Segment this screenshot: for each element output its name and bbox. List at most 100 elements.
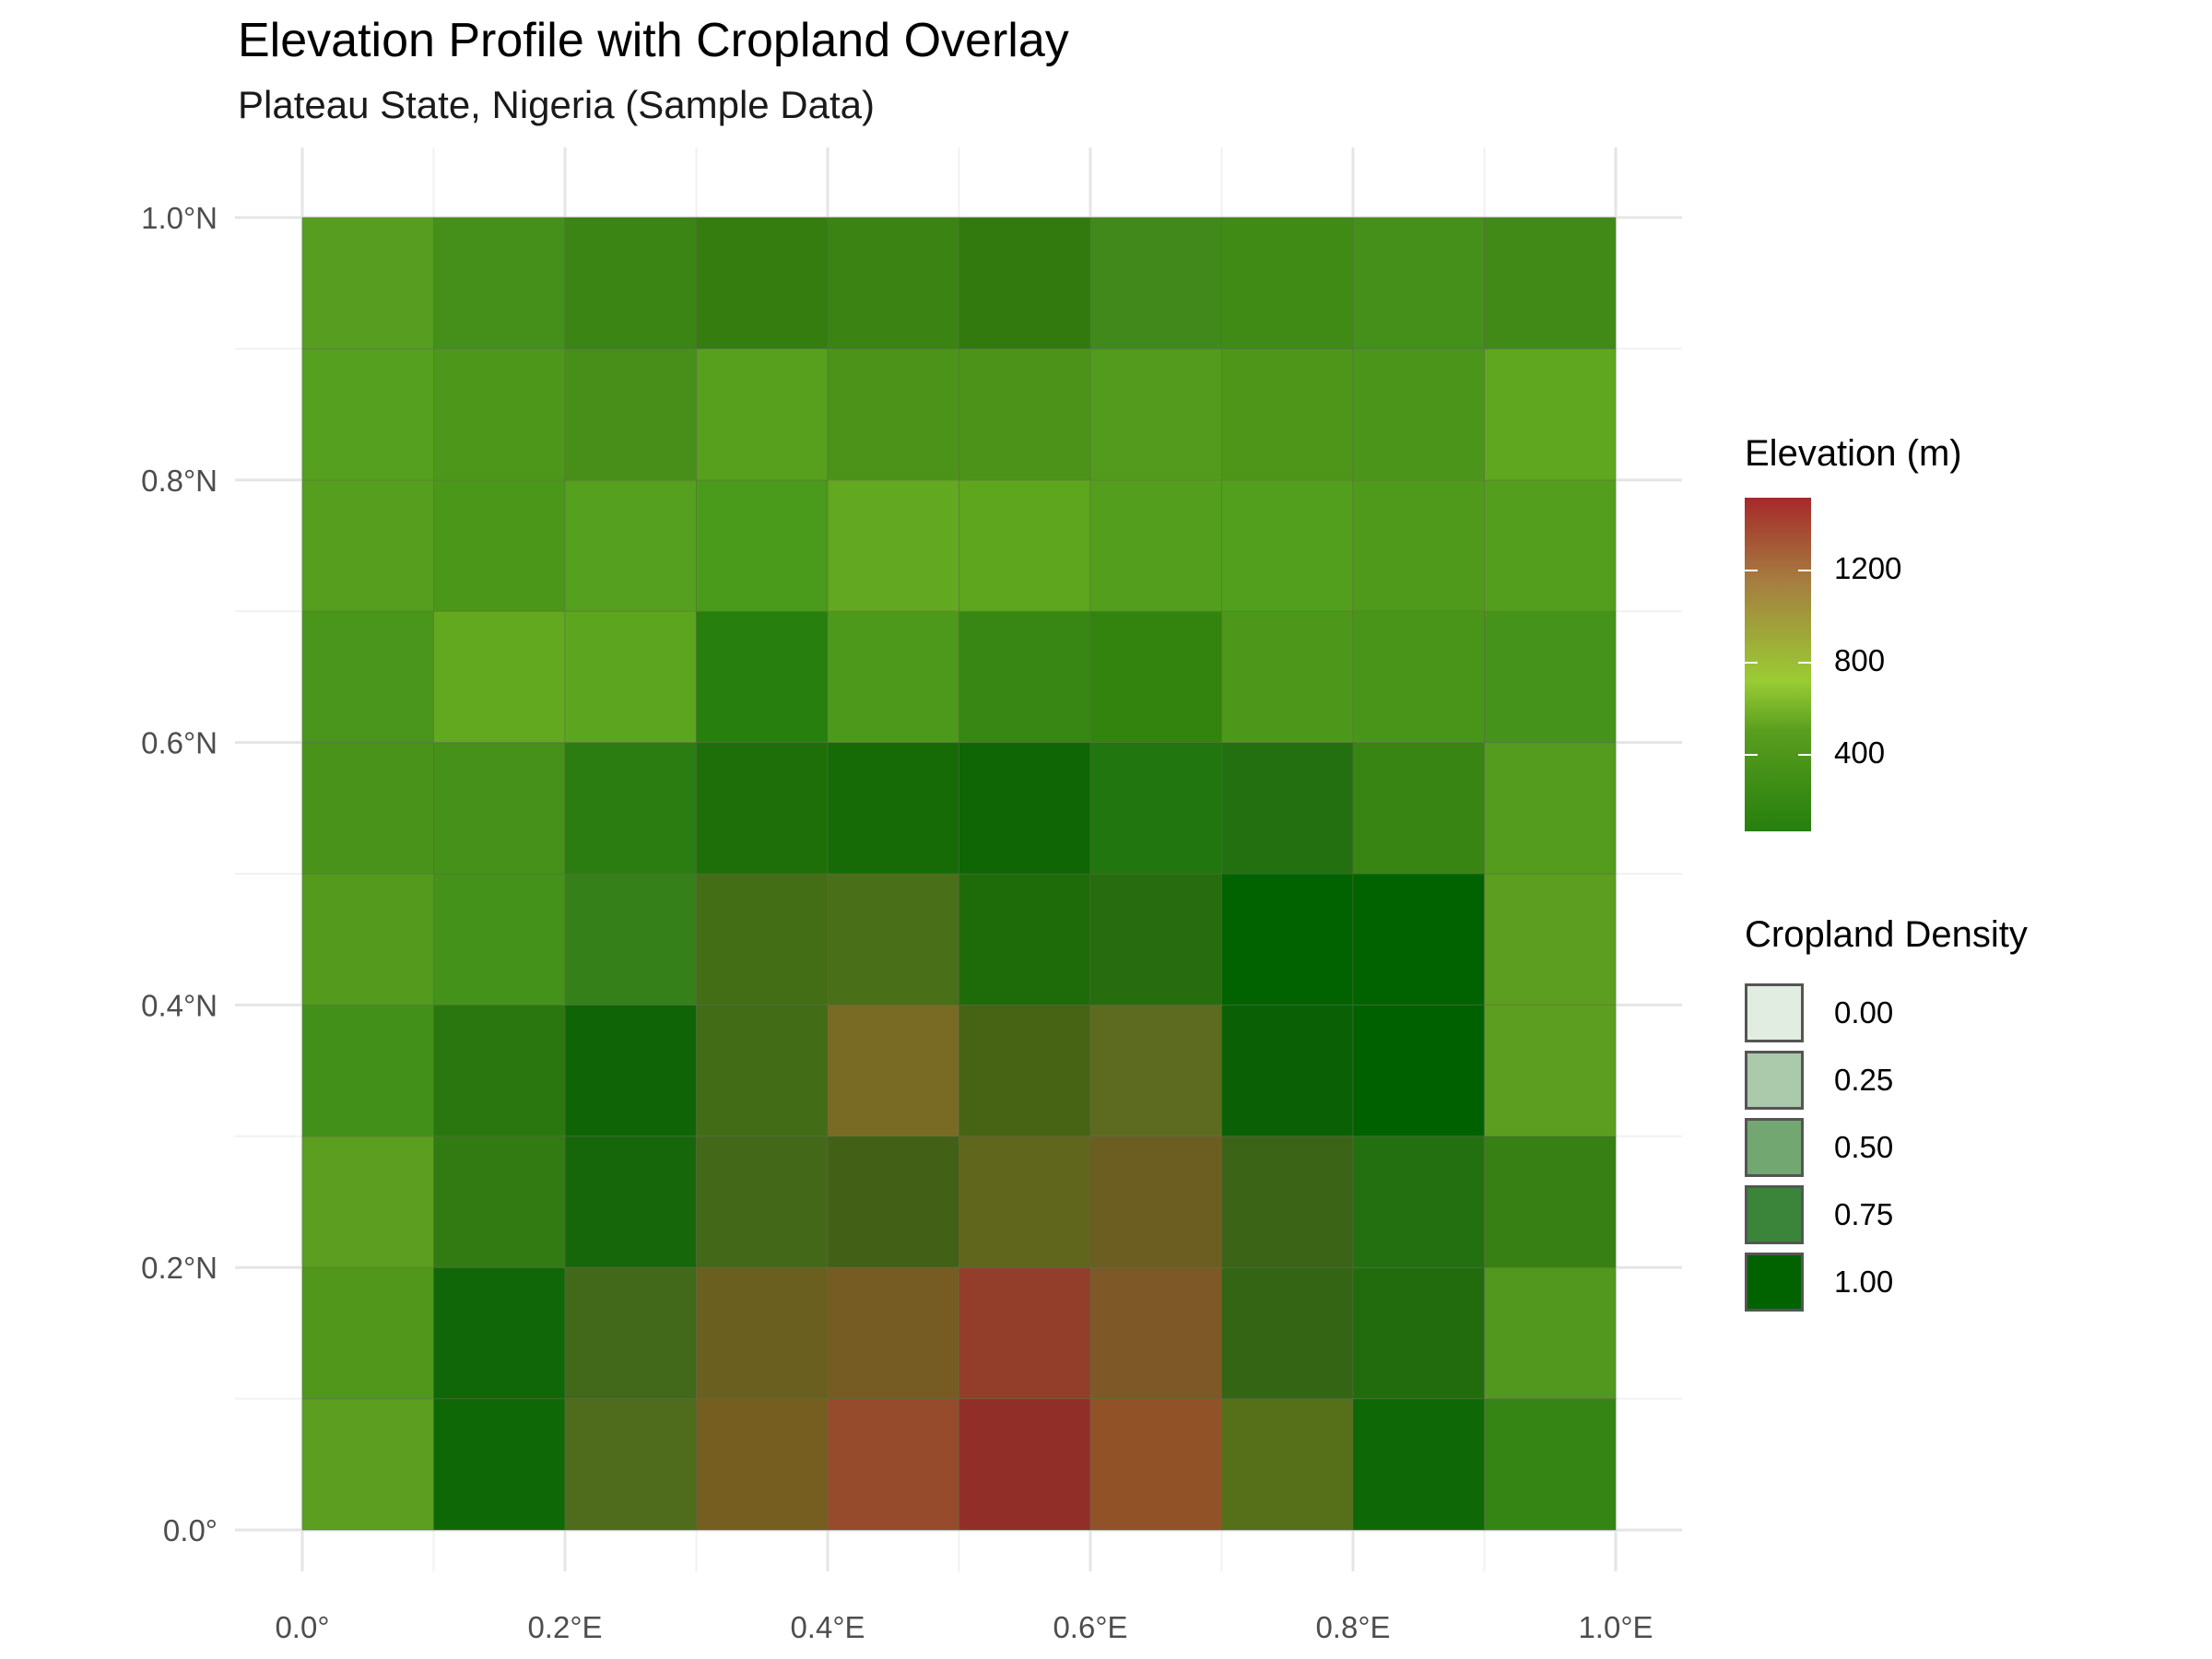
heatmap-cell [1089, 347, 1222, 481]
heatmap-cell [433, 610, 566, 744]
heatmap-cell [564, 1398, 697, 1531]
heatmap-cell [1221, 1398, 1354, 1531]
heatmap-cell [1089, 1266, 1222, 1400]
elevation-colorbar-tick [1798, 570, 1811, 571]
heatmap-cell [301, 742, 434, 875]
heatmap-cell [827, 873, 959, 1006]
heatmap-cell [1352, 1266, 1485, 1400]
heatmap-cell [564, 1135, 697, 1268]
heatmap-cell [564, 742, 697, 875]
heatmap-cell [827, 1398, 959, 1531]
chart-title: Elevation Profile with Cropland Overlay [238, 14, 1069, 67]
heatmap-cell [827, 1135, 959, 1268]
heatmap-cell [1484, 217, 1617, 349]
heatmap-cell [564, 1004, 697, 1137]
elevation-colorbar-tick [1745, 754, 1758, 756]
heatmap-cell [1089, 742, 1222, 875]
heatmap-cell [827, 217, 959, 349]
chart-subtitle: Plateau State, Nigeria (Sample Data) [238, 83, 876, 126]
heatmap-cell [696, 1398, 829, 1531]
heatmap-cell [1484, 1135, 1617, 1268]
heatmap-cell [1484, 1004, 1617, 1137]
x-tick-label: 0.8°E [1315, 1610, 1390, 1644]
cropland-legend-label: 1.00 [1834, 1265, 1894, 1299]
heatmap-cell [564, 217, 697, 349]
heatmap-cell [564, 347, 697, 481]
heatmap-cell [564, 1266, 697, 1400]
y-tick-label: 0.6°N [141, 726, 218, 760]
heatmap-cell [696, 479, 829, 612]
heatmap-cell [1221, 217, 1354, 349]
x-tick-label: 0.0° [275, 1610, 329, 1644]
cropland-legend-swatch [1745, 1118, 1804, 1177]
heatmap-cell [1352, 217, 1485, 349]
heatmap-cell [1221, 1004, 1354, 1137]
x-tick-label: 0.6°E [1053, 1610, 1127, 1644]
heatmap-cell [1221, 347, 1354, 481]
heatmap-cell [1352, 479, 1485, 612]
heatmap-cell [827, 610, 959, 744]
heatmap-cell [433, 1398, 566, 1531]
heatmap-cell [433, 1004, 566, 1137]
elevation-colorbar-tick [1798, 754, 1811, 756]
heatmap-cell [1352, 610, 1485, 744]
heatmap-cell [1484, 610, 1617, 744]
heatmap-cell [696, 1266, 829, 1400]
cropland-legend-label: 0.75 [1834, 1197, 1894, 1231]
heatmap-cell [301, 479, 434, 612]
elevation-legend-label: 400 [1834, 735, 1886, 770]
x-axis-ticks: 0.0° 0.2°E 0.4°E 0.6°E 0.8°E 1.0°E [275, 1610, 1653, 1644]
heatmap-cell [696, 1004, 829, 1137]
heatmap-cell [959, 1135, 1091, 1268]
cropland-legend-label: 0.25 [1834, 1063, 1894, 1097]
heatmap-cell [959, 610, 1091, 744]
heatmap-cell [1484, 873, 1617, 1006]
heatmap-cell [301, 1398, 434, 1531]
heatmap-cell [1484, 347, 1617, 481]
heatmap-cell [433, 217, 566, 349]
heatmap-cell [1089, 873, 1222, 1006]
heatmap-cell [959, 217, 1091, 349]
heatmap-cell [1221, 610, 1354, 744]
cropland-legend-swatch [1745, 983, 1804, 1042]
heatmap-cell [696, 873, 829, 1006]
heatmap-cell [1352, 1004, 1485, 1137]
heatmap-cell [301, 347, 434, 481]
heatmap-cell [696, 347, 829, 481]
heatmap-cell [1352, 1398, 1485, 1531]
heatmap-cell [827, 1004, 959, 1137]
heatmap-cell [1484, 1398, 1617, 1531]
heatmap-cell [696, 217, 829, 349]
heatmap-cell [959, 1398, 1091, 1531]
heatmap-cell [827, 1266, 959, 1400]
cropland-legend-title: Cropland Density [1745, 914, 2028, 955]
heatmap-cell [433, 479, 566, 612]
elevation-legend-title: Elevation (m) [1745, 433, 1962, 474]
heatmap-cell [433, 347, 566, 481]
heatmap-cell [301, 1135, 434, 1268]
heatmap-cell [1352, 742, 1485, 875]
cropland-legend-swatch [1745, 1185, 1804, 1244]
heatmap-cell [959, 873, 1091, 1006]
heatmap-cell [696, 1135, 829, 1268]
heatmap-cells [301, 217, 1617, 1531]
y-tick-label: 1.0°N [141, 201, 218, 235]
heatmap-cell [696, 610, 829, 744]
heatmap-cell [959, 1266, 1091, 1400]
heatmap-cell [564, 873, 697, 1006]
heatmap-cell [1484, 479, 1617, 612]
heatmap-cell [959, 742, 1091, 875]
heatmap-cell [301, 610, 434, 744]
y-tick-label: 0.0° [163, 1513, 218, 1547]
x-tick-label: 1.0°E [1578, 1610, 1653, 1644]
heatmap-cell [827, 479, 959, 612]
heatmap-cell [433, 742, 566, 875]
heatmap-cell [301, 1004, 434, 1137]
heatmap-cell [1221, 742, 1354, 875]
x-tick-label: 0.4°E [790, 1610, 865, 1644]
heatmap-cell [1221, 479, 1354, 612]
heatmap-cell [1221, 1135, 1354, 1268]
heatmap-cell [433, 1135, 566, 1268]
heatmap-cell [564, 610, 697, 744]
elevation-legend-label: 800 [1834, 643, 1886, 677]
